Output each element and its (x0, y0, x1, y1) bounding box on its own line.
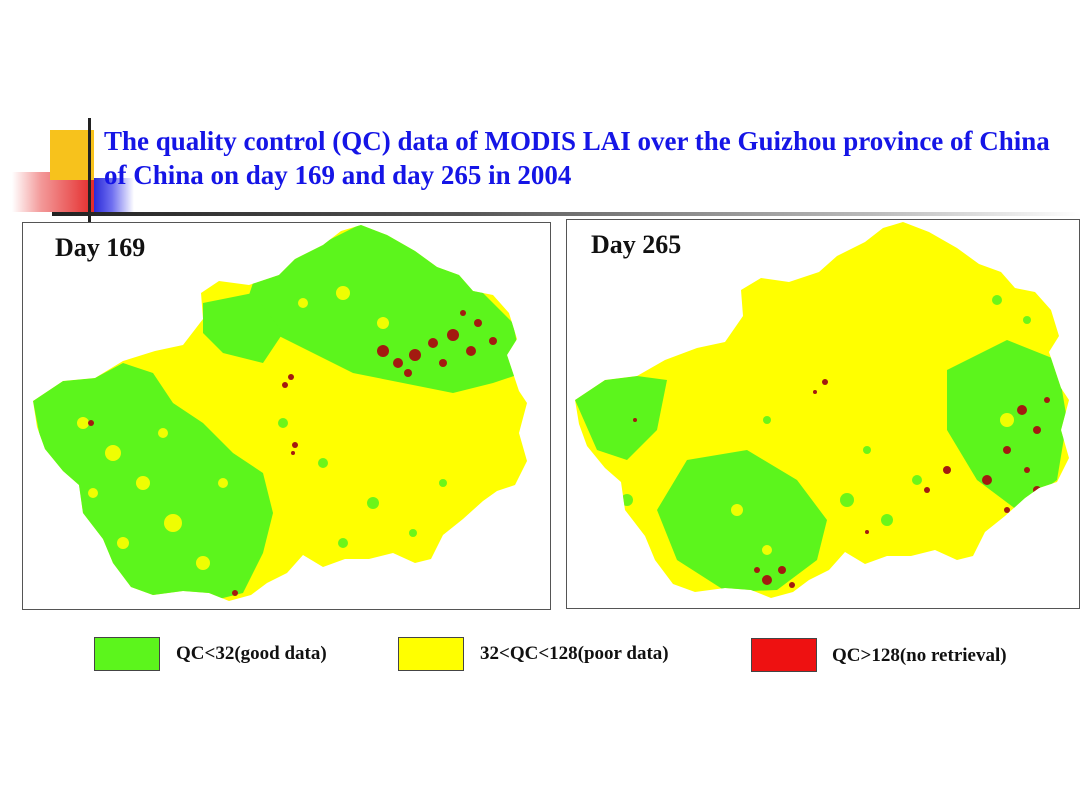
decorative-yellow-square (50, 130, 94, 180)
map-panel-day-265: Day 265 (566, 219, 1080, 609)
legend-swatch-no-retrieval (751, 638, 817, 672)
title-underline (52, 212, 1080, 216)
map-panel-day-169: Day 169 (22, 222, 551, 610)
map-label-day-265: Day 265 (591, 230, 682, 259)
decorative-vertical-line (88, 118, 91, 222)
good-data-area-south (657, 450, 827, 592)
slide-title: The quality control (QC) data of MODIS L… (104, 126, 1050, 190)
decorative-blue-square (94, 178, 134, 214)
map-label-day-169: Day 169 (55, 233, 146, 262)
legend-label-poor: 32<QC<128(poor data) (480, 643, 669, 664)
no-retrieval-patches (88, 310, 497, 596)
good-data-area-west (575, 376, 667, 460)
good-data-area-north (243, 225, 523, 393)
poor-data-area-east (333, 373, 483, 473)
map-day-265 (575, 222, 1069, 598)
legend-swatch-poor (398, 637, 464, 671)
legend-swatch-good (94, 637, 160, 671)
legend-label-no-retrieval: QC>128(no retrieval) (832, 645, 1007, 666)
good-data-area-north-west (203, 293, 283, 363)
map-day-169 (33, 225, 527, 601)
legend-label-good: QC<32(good data) (176, 643, 327, 664)
